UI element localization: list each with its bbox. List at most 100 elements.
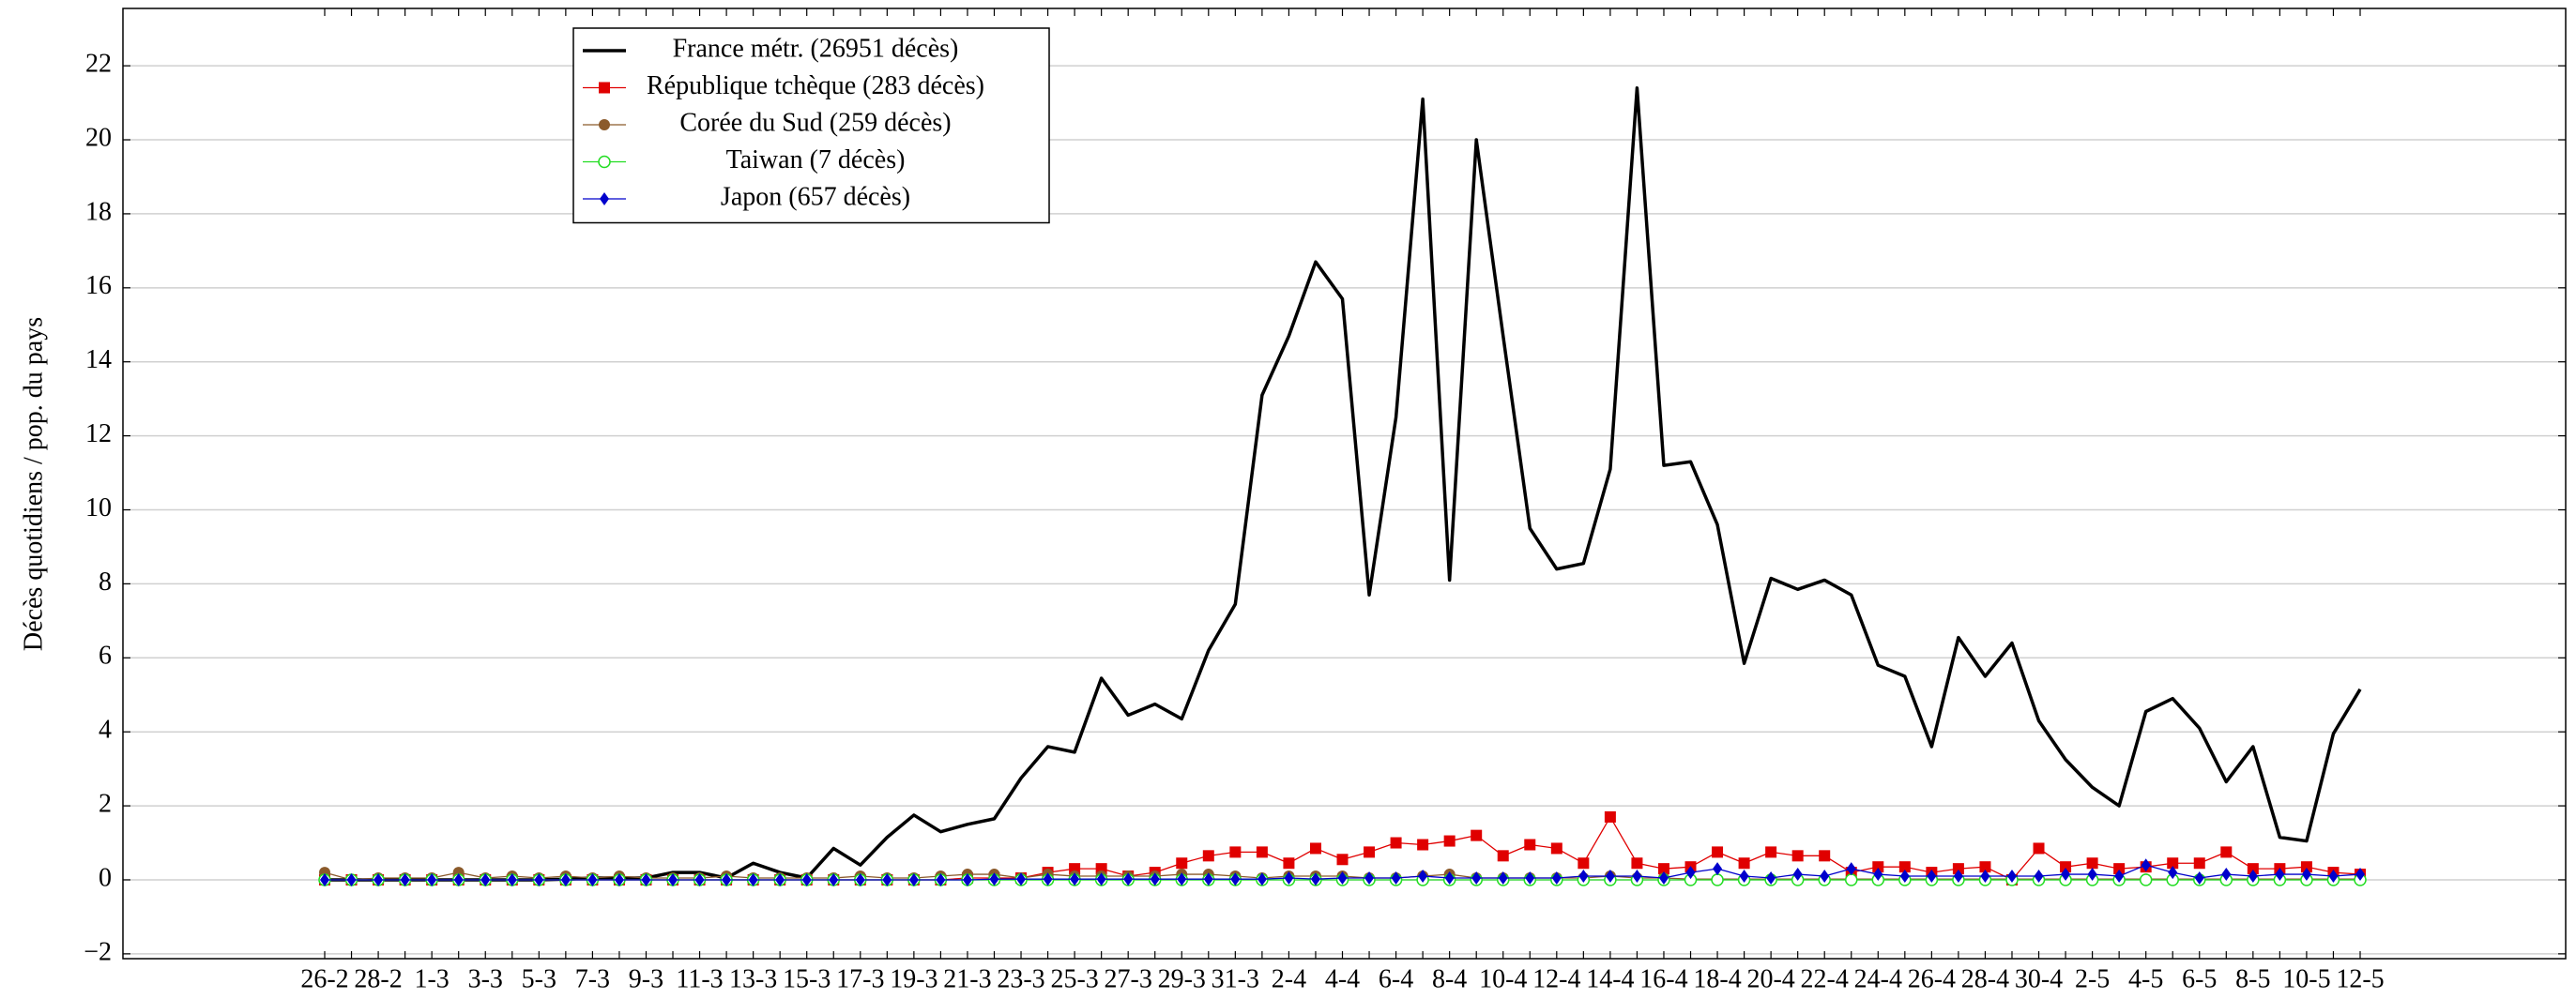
- y-tick-label: 10: [85, 493, 112, 522]
- marker: [1391, 871, 1401, 885]
- marker: [599, 119, 610, 130]
- marker: [1444, 871, 1455, 885]
- x-tick-label: 18-4: [1693, 964, 1741, 993]
- marker: [1524, 839, 1536, 851]
- marker: [1845, 873, 1858, 886]
- x-tick-label: 17-3: [836, 964, 884, 993]
- marker: [346, 872, 357, 886]
- marker: [1257, 872, 1267, 886]
- x-tick-label: 5-3: [522, 964, 556, 993]
- marker: [1525, 871, 1535, 885]
- marker: [1016, 872, 1027, 886]
- marker: [1927, 870, 1937, 884]
- marker: [1498, 871, 1508, 885]
- marker: [2248, 870, 2258, 884]
- marker: [2141, 858, 2151, 872]
- marker: [1766, 871, 1776, 885]
- marker: [1337, 871, 1348, 885]
- marker: [829, 872, 839, 886]
- marker: [2168, 866, 2178, 880]
- marker: [1123, 872, 1134, 886]
- x-tick-label: 2-4: [1272, 964, 1306, 993]
- marker: [2113, 863, 2126, 875]
- marker: [989, 872, 999, 886]
- marker: [1578, 857, 1590, 870]
- marker: [1819, 850, 1831, 862]
- marker: [641, 872, 651, 886]
- marker: [1899, 870, 1910, 884]
- x-tick-label: 25-3: [1050, 964, 1098, 993]
- x-tick-label: 4-4: [1325, 964, 1360, 993]
- marker: [560, 872, 571, 886]
- marker: [1364, 871, 1375, 885]
- marker: [1765, 846, 1777, 858]
- marker: [1550, 842, 1562, 855]
- marker: [1898, 861, 1911, 873]
- x-tick-label: 23-3: [997, 964, 1044, 993]
- marker: [1471, 829, 1483, 841]
- marker: [748, 872, 758, 886]
- marker: [1551, 871, 1562, 885]
- marker: [1202, 850, 1214, 862]
- marker: [1284, 871, 1294, 885]
- y-tick-label: 18: [85, 197, 112, 226]
- marker: [2355, 868, 2365, 882]
- marker: [1820, 870, 1830, 884]
- y-tick-label: 0: [99, 863, 112, 892]
- x-tick-label: 11-3: [676, 964, 723, 993]
- x-tick-label: 30-4: [2015, 964, 2063, 993]
- marker: [1310, 872, 1320, 886]
- marker: [507, 872, 517, 886]
- x-tick-label: 9-3: [629, 964, 663, 993]
- marker: [1309, 842, 1321, 855]
- marker: [1739, 870, 1749, 884]
- marker: [1390, 837, 1402, 849]
- marker: [1738, 857, 1750, 870]
- marker: [2139, 873, 2153, 886]
- marker: [936, 872, 946, 886]
- marker: [1631, 857, 1643, 870]
- marker: [1417, 839, 1429, 851]
- legend-label: Corée du Sud (259 décès): [679, 108, 951, 137]
- x-tick-label: 7-3: [575, 964, 610, 993]
- marker: [1658, 871, 1669, 885]
- marker: [1150, 872, 1160, 886]
- marker: [2328, 870, 2339, 884]
- x-tick-label: 19-3: [890, 964, 937, 993]
- marker: [1443, 835, 1456, 847]
- marker: [1632, 870, 1642, 884]
- x-tick-label: 22-4: [1801, 964, 1849, 993]
- x-tick-label: 28-4: [1961, 964, 2009, 993]
- series: [320, 858, 2365, 886]
- marker: [1711, 873, 1724, 886]
- marker: [2086, 857, 2098, 870]
- marker: [599, 82, 610, 94]
- x-tick-label: 10-4: [1479, 964, 1527, 993]
- marker: [587, 872, 598, 886]
- x-tick-label: 6-4: [1379, 964, 1413, 993]
- y-tick-label: 14: [85, 345, 112, 374]
- marker: [962, 872, 972, 886]
- marker: [2061, 868, 2071, 882]
- marker: [1203, 872, 1213, 886]
- marker: [1873, 868, 1883, 882]
- x-tick-label: 31-3: [1212, 964, 1259, 993]
- marker: [1713, 862, 1723, 876]
- marker: [614, 872, 624, 886]
- x-tick-label: 27-3: [1105, 964, 1152, 993]
- x-tick-label: 4-5: [2128, 964, 2163, 993]
- marker: [373, 872, 384, 886]
- x-tick-label: 26-2: [300, 964, 348, 993]
- y-tick-label: 12: [85, 419, 112, 448]
- marker: [1418, 870, 1428, 884]
- marker: [2194, 871, 2204, 885]
- marker: [855, 872, 865, 886]
- legend-label: France métr. (26951 décès): [673, 34, 959, 63]
- x-tick-label: 2-5: [2075, 964, 2110, 993]
- x-tick-label: 13-3: [729, 964, 777, 993]
- marker: [908, 872, 919, 886]
- x-tick-label: 10-5: [2282, 964, 2330, 993]
- marker: [1846, 862, 1856, 876]
- y-tick-label: 8: [99, 568, 112, 597]
